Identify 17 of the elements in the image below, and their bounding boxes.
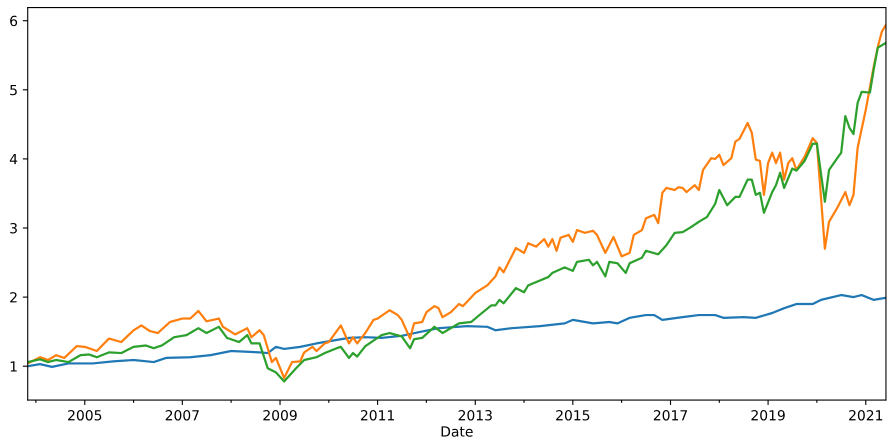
y-tick-label: 1	[10, 361, 17, 372]
y-tick-label: 4	[10, 154, 18, 164]
x-tick-label: 2007	[166, 410, 199, 421]
y-tick-label: 5	[10, 84, 17, 96]
x-tick-label: 2009	[263, 410, 297, 421]
y-tick-label: 3	[10, 222, 17, 234]
x-axis-title: Date	[442, 426, 473, 437]
x-tick-label: 2005	[68, 410, 102, 421]
x-tick-label: 2011	[360, 410, 394, 421]
x-tick-label: 2021	[849, 410, 882, 421]
y-tick-label: 6	[10, 16, 18, 26]
x-tick-label: 2013	[458, 410, 492, 421]
x-tick-label: 2017	[654, 410, 688, 421]
line-series	[28, 294, 886, 368]
y-tick-label: 2	[10, 292, 17, 302]
x-tick-label: 2015	[556, 410, 590, 421]
x-tick-label: 2019	[751, 410, 785, 421]
